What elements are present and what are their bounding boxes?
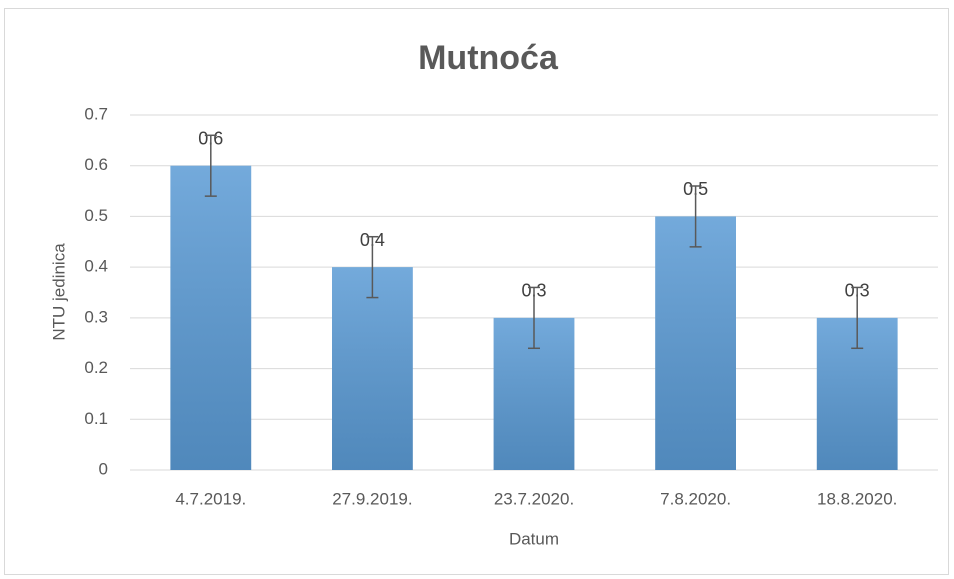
y-tick-label: 0.2 <box>84 358 108 377</box>
y-tick-label: 0.6 <box>84 155 108 174</box>
bar-shade <box>332 267 413 470</box>
x-tick-label: 4.7.2019. <box>175 489 246 508</box>
y-tick-label: 0 <box>99 459 108 478</box>
y-tick-label: 0.4 <box>84 257 108 276</box>
y-tick-label: 0.3 <box>84 307 108 326</box>
y-axis-label: NTU jedinica <box>49 243 68 341</box>
x-tick-label: 23.7.2020. <box>494 489 574 508</box>
x-axis-label: Datum <box>509 529 559 548</box>
x-tick-label: 18.8.2020. <box>817 489 897 508</box>
x-tick-label: 27.9.2019. <box>332 489 412 508</box>
bar-shade <box>170 165 252 470</box>
y-tick-label: 0.7 <box>84 104 108 123</box>
bar-shade <box>655 216 736 470</box>
chart-title: Mutnoća <box>418 39 559 77</box>
x-tick-label: 7.8.2020. <box>660 489 731 508</box>
y-tick-label: 0.1 <box>84 409 108 428</box>
y-tick-label: 0.5 <box>84 206 108 225</box>
chart-border <box>4 8 949 575</box>
